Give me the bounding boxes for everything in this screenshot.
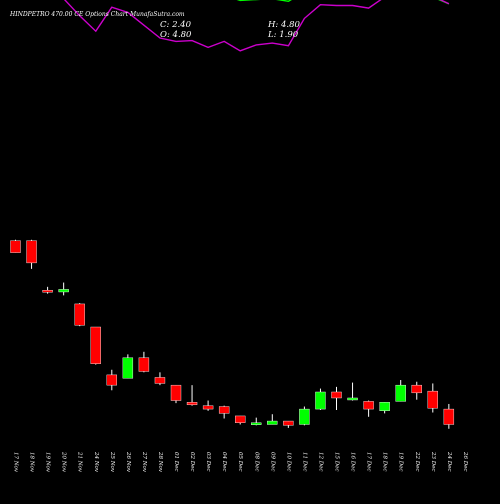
candle-body xyxy=(363,401,374,410)
x-tick-label: 16 Dec xyxy=(350,452,356,472)
candle xyxy=(202,400,214,411)
low-label: L: 1.90 xyxy=(268,30,299,40)
candle-body xyxy=(251,422,262,425)
candle xyxy=(106,369,118,391)
candle-body xyxy=(42,290,53,293)
candle xyxy=(411,381,422,400)
candle xyxy=(427,383,438,413)
candle-body xyxy=(122,357,134,379)
x-tick-label: 17 Dec xyxy=(366,452,372,472)
x-tick-label: 27 Nov xyxy=(141,451,147,473)
candle xyxy=(234,415,246,425)
x-tick-label: 26 Dec xyxy=(462,451,468,472)
candle-body xyxy=(283,420,294,426)
x-tick-label: 24 Nov xyxy=(93,451,99,473)
x-tick-label: 19 Dec xyxy=(398,452,404,472)
candle-body xyxy=(106,374,118,386)
candle xyxy=(299,406,310,426)
candle-body xyxy=(10,240,21,253)
candle xyxy=(138,351,150,373)
x-tick-label: 02 Dec xyxy=(189,452,195,472)
indicator-lines xyxy=(63,0,450,52)
candle-body xyxy=(443,408,455,425)
candle xyxy=(42,286,53,294)
candle xyxy=(154,372,166,386)
x-tick-label: 10 Dec xyxy=(285,452,291,472)
candle-body xyxy=(58,289,69,293)
candle xyxy=(58,282,69,296)
candles xyxy=(10,239,455,429)
candle-body xyxy=(26,240,37,264)
candle xyxy=(395,380,406,402)
candle-body xyxy=(90,326,101,364)
candle xyxy=(443,403,455,429)
candle-body xyxy=(186,402,198,406)
candle-body xyxy=(347,397,358,401)
x-tick-label: 21 Nov xyxy=(77,451,83,473)
candle xyxy=(331,386,342,410)
candle xyxy=(363,400,374,417)
x-tick-label: 20 Nov xyxy=(61,451,67,473)
x-tick-label: 12 Dec xyxy=(317,452,323,472)
candle xyxy=(267,414,278,425)
candle-body xyxy=(315,391,326,410)
x-tick-label: 03 Dec xyxy=(205,452,211,472)
x-tick-label: 15 Dec xyxy=(334,452,340,472)
candle xyxy=(26,239,37,269)
candle-body xyxy=(154,377,166,384)
high-label: H: 4.80 xyxy=(268,20,300,30)
x-tick-label: 11 Dec xyxy=(301,452,307,472)
lower-line-series xyxy=(63,0,450,52)
x-tick-label: 28 Nov xyxy=(157,451,163,473)
x-tick-label: 01 Dec xyxy=(173,452,179,472)
x-tick-label: 23 Dec xyxy=(430,451,436,472)
candle xyxy=(251,417,262,426)
x-tick-label: 26 Nov xyxy=(125,451,131,473)
candle xyxy=(186,385,198,406)
x-tick-label: 24 Dec xyxy=(446,451,452,472)
x-tick-label: 04 Dec xyxy=(221,452,227,472)
candle-body xyxy=(138,357,150,372)
candle-body xyxy=(218,406,230,414)
candle-body xyxy=(427,390,438,409)
candle xyxy=(379,402,390,414)
candle-body xyxy=(202,405,214,410)
candle-body xyxy=(170,384,182,401)
x-tick-label: 18 Dec xyxy=(382,452,388,472)
x-tick-label: 19 Nov xyxy=(45,452,51,473)
candle xyxy=(170,384,182,404)
candle-body xyxy=(411,384,422,394)
candle-body xyxy=(379,402,390,412)
candle xyxy=(218,405,230,419)
x-tick-label: 18 Nov xyxy=(29,452,35,473)
candle xyxy=(315,388,326,410)
x-tick-label: 17 Nov xyxy=(13,452,19,473)
chart-title: HINDPETRO 470.00 CE Options Chart Munafa… xyxy=(10,11,185,18)
candle-body xyxy=(74,303,85,326)
candle xyxy=(10,239,21,253)
close-label: C: 2.40 xyxy=(160,20,191,30)
candle-body xyxy=(331,391,342,399)
x-tick-label: 09 Dec xyxy=(269,452,275,472)
x-tick-label: 22 Dec xyxy=(414,451,420,472)
candle-body xyxy=(267,420,278,425)
x-axis: 17 Nov 18 Nov 19 Nov 20 Nov 21 Nov 24 Nov 25 N… xyxy=(13,451,468,473)
candle-body xyxy=(299,408,310,425)
candle xyxy=(90,326,101,365)
x-tick-label: 08 Dec xyxy=(253,452,259,472)
open-label: O: 4.80 xyxy=(160,30,192,40)
candle xyxy=(122,354,134,379)
x-tick-label: 25 Nov xyxy=(109,451,115,473)
candle xyxy=(74,303,85,327)
candle-body xyxy=(234,415,246,423)
candle xyxy=(283,420,294,428)
candle xyxy=(347,382,358,401)
candle-body xyxy=(395,384,406,402)
x-tick-label: 05 Dec xyxy=(237,452,243,472)
